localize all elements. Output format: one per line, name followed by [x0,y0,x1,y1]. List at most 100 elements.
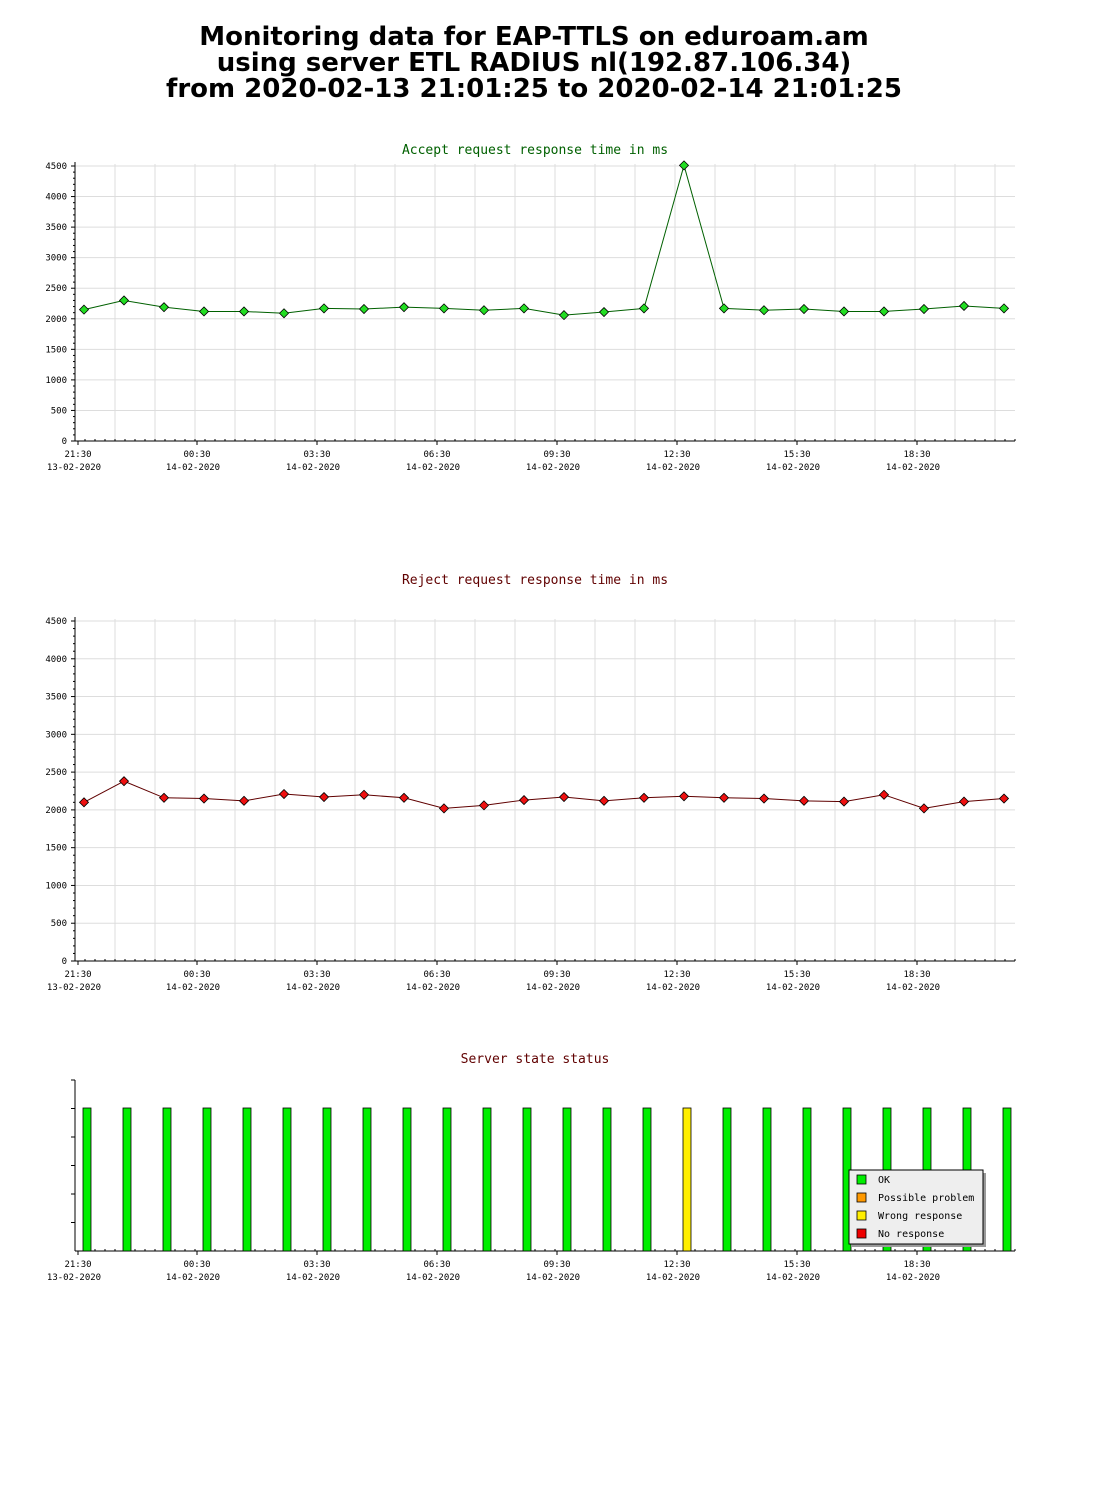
status-bar [1002,1107,1012,1252]
status-x-tick-time: 09:30 [543,1260,570,1270]
accept-series-line [83,163,1005,316]
status-x-tick-date: 14-02-2020 [646,1273,700,1283]
status-bar [722,1107,732,1252]
reject-data-point [558,791,570,803]
status-bar [482,1107,492,1252]
accept-data-point [198,306,210,317]
reject-y-tick-label: 500 [51,919,67,929]
accept-data-point [158,302,170,313]
status-bar [442,1107,452,1252]
reject-y-tick-label: 1000 [45,881,67,891]
accept-data-point [278,308,290,319]
accept-data-point [78,304,90,315]
status-bar [562,1107,572,1252]
reject-y-tick-label: 2000 [45,806,67,816]
reject-data-point [998,793,1010,804]
accept-data-point [558,310,570,321]
accept-data-point [238,306,250,317]
status-x-tick-time: 15:30 [783,1260,810,1270]
status-x-tick-date: 13-02-2020 [47,1273,101,1283]
accept-data-point [718,303,730,314]
reject-y-tick-label: 4000 [45,655,67,665]
accept-y-tick-label: 4000 [45,193,67,203]
status-x-tick-time: 12:30 [663,1260,690,1270]
legend-label: OK [878,1175,890,1186]
reject-data-point [238,795,250,806]
reject-x-tick-time: 12:30 [663,970,690,980]
reject-x-tick-date: 14-02-2020 [886,983,940,993]
reject-x-tick-time: 03:30 [303,970,330,980]
accept-y-tick-label: 0 [62,437,67,447]
reject-x-tick-date: 14-02-2020 [406,983,460,993]
reject-data-point [598,795,610,806]
reject-x-tick-time: 06:30 [423,970,450,980]
accept-data-point [598,306,610,318]
accept-y-tick-label: 3500 [45,223,67,233]
accept-x-tick-date: 14-02-2020 [766,463,820,473]
accept-data-point [358,303,370,315]
reject-data-point [838,796,850,807]
status-bar [282,1107,292,1252]
accept-x-tick-time: 18:30 [903,450,930,460]
accept-data-point [878,306,890,317]
reject-data-point [678,791,690,802]
reject-x-tick-time: 18:30 [903,970,930,980]
status-chart-title: Server state status [461,1052,610,1067]
reject-x-tick-date: 14-02-2020 [646,983,700,993]
title-line-2: using server ETL RADIUS nl(192.87.106.34… [216,48,852,78]
status-bar [802,1107,812,1252]
reject-data-point [438,803,450,814]
status-x-tick-date: 14-02-2020 [406,1273,460,1283]
accept-x-tick-date: 14-02-2020 [166,463,220,473]
status-x-tick-date: 14-02-2020 [526,1273,580,1283]
accept-data-point [798,303,810,315]
accept-y-tick-label: 4500 [45,162,67,172]
reject-y-tick-label: 0 [62,957,67,967]
reject-data-point [478,800,490,811]
legend-label: No response [878,1229,944,1240]
reject-data-point [278,788,290,800]
reject-data-point [158,792,170,803]
accept-x-tick-time: 09:30 [543,450,570,460]
reject-x-tick-time: 09:30 [543,970,570,980]
status-x-tick-time: 03:30 [303,1260,330,1270]
status-bar [202,1107,212,1252]
accept-data-point [958,300,970,312]
accept-x-tick-time: 06:30 [423,450,450,460]
status-bar [82,1107,92,1252]
legend-swatch [856,1210,867,1221]
accept-data-point [518,303,530,314]
accept-x-tick-date: 14-02-2020 [886,463,940,473]
status-bar [242,1107,252,1252]
status-bar [322,1107,332,1252]
accept-data-point [918,303,930,315]
accept-data-point [678,160,690,171]
status-bar [122,1107,132,1252]
status-bar [522,1107,532,1252]
reject-data-point [398,792,410,803]
status-x-tick-time: 06:30 [423,1260,450,1270]
accept-data-point [478,305,490,316]
reject-y-tick-label: 1500 [45,844,67,854]
accept-x-tick-time: 12:30 [663,450,690,460]
reject-x-tick-time: 15:30 [783,970,810,980]
title-line-3: from 2020-02-13 21:01:25 to 2020-02-14 2… [166,74,902,104]
reject-data-point [118,776,130,787]
legend-swatch [856,1228,867,1239]
status-bar [602,1107,612,1252]
reject-data-point [198,793,210,804]
accept-y-tick-label: 1000 [45,376,67,386]
legend-label: Possible problem [878,1193,974,1204]
status-x-tick-time: 00:30 [183,1260,210,1270]
reject-chart-title: Reject request response time in ms [402,573,668,588]
reject-x-tick-date: 14-02-2020 [166,983,220,993]
reject-x-tick-time: 21:30 [64,970,91,980]
reject-series-line [83,780,1005,809]
accept-data-point [838,306,850,317]
accept-y-tick-label: 2500 [45,284,67,294]
status-x-tick-date: 14-02-2020 [886,1273,940,1283]
accept-data-point [398,302,410,313]
accept-data-point [998,303,1010,314]
status-x-tick-time: 18:30 [903,1260,930,1270]
status-x-tick-time: 21:30 [64,1260,91,1270]
